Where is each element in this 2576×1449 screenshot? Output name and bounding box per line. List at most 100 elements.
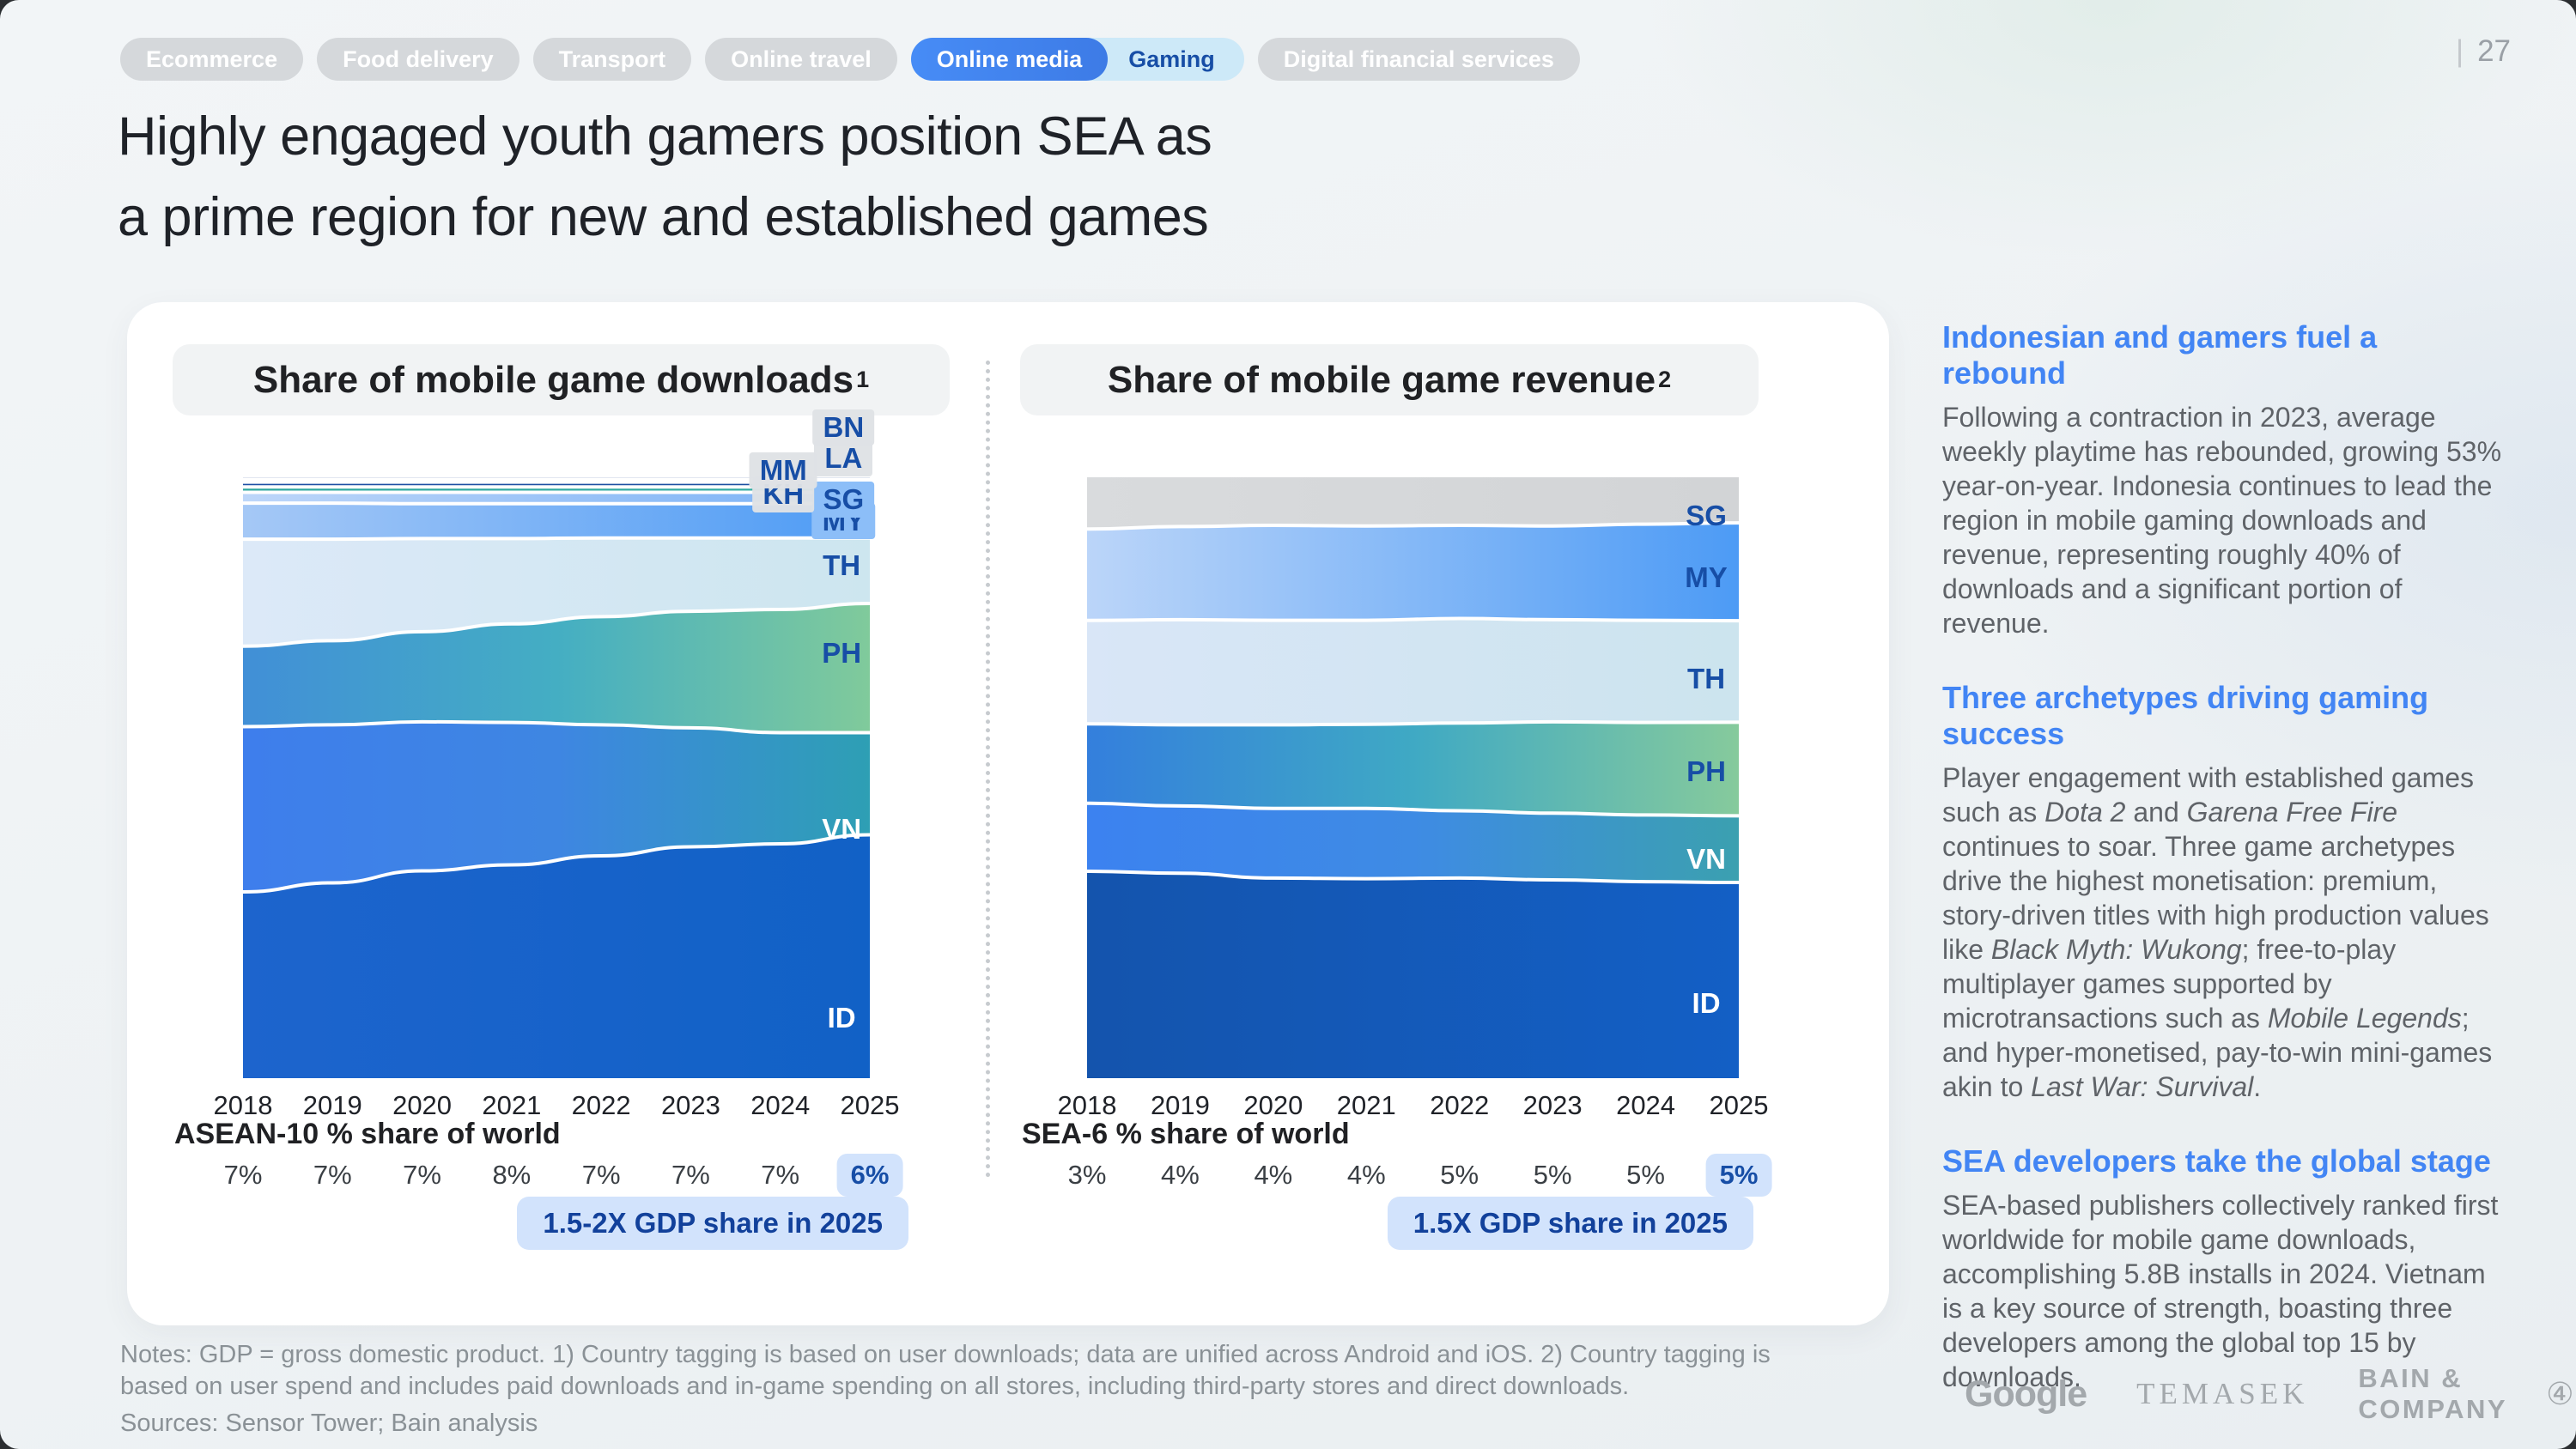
share-value-2022: 5% [1440,1160,1479,1190]
page-number-divider: | [2455,34,2464,68]
bain-circle-mark-icon: ④ [2546,1376,2576,1411]
series-label-MY: MY [1685,561,1728,593]
series-label-TH: TH [1687,663,1726,694]
revenue-series-labels: ID VN PH TH MY SG [1087,477,1739,1078]
slide-title-line2: a prime region for new and established g… [118,187,1209,247]
insight-heading: SEA developers take the global stage [1942,1143,2491,1179]
insight-heading: Indonesian and gamers fuel a rebound [1942,319,2378,391]
share-value-2023: 5% [1533,1160,1572,1190]
revenue-area-chart [1087,477,1739,1078]
series-label-MM: MM [749,452,817,488]
downloads-plot: ID VN PH TH MY SG KH MM LA BN [243,409,876,1078]
downloads-series-labels: ID VN PH TH MY SG KH MM LA BN [243,409,876,1078]
share-value-2019: 7% [313,1160,352,1190]
x-tick-2019: 2019 [302,1090,362,1120]
series-label-VN: VN [1686,843,1726,875]
series-label-VN: VN [822,813,862,845]
share-value-2018: 3% [1067,1160,1107,1190]
nav-pill-gaming[interactable]: Gaming [1128,45,1215,72]
x-tick-2021: 2021 [482,1090,542,1120]
x-tick-2019: 2019 [1150,1090,1210,1120]
x-tick-2023: 2023 [660,1090,720,1120]
downloads-x-axis: 2018 2019 2020 2021 2022 2023 2024 2025 [214,1090,900,1128]
share-value-2020: 4% [1254,1160,1293,1190]
series-label-SG: SG [812,482,875,518]
share-value-2023: 7% [671,1160,710,1190]
revenue-chart-title-footnote: 2 [1658,367,1672,392]
google-logo: Google [1965,1373,2087,1415]
insight-heading: Three archetypes driving gaming success [1942,680,2429,751]
share-value-2020: 7% [403,1160,441,1190]
slide-title-line1: Highly engaged youth gamers position SEA… [118,106,1212,167]
downloads-share-values: 7% 7% 7% 8% 7% 7% 7% 6% [224,1154,903,1197]
x-tick-2023: 2023 [1522,1090,1583,1120]
revenue-x-axis: 2018 2019 2020 2021 2022 2023 2024 2025 [1058,1090,1769,1128]
x-tick-2024: 2024 [1616,1090,1676,1120]
insight-body: Player engagement with established games… [1942,762,2493,1102]
x-tick-2025: 2025 [840,1090,900,1120]
insights-sidebar: Indonesian and gamers fuel a rebound Fol… [1942,319,2502,1394]
nav-pill-group-online-media: Online media Gaming [910,38,1244,81]
nav-pill-online-travel[interactable]: Online travel [705,38,897,81]
share-value-2024: 7% [761,1160,800,1190]
share-value-2025: 5% [1705,1154,1772,1197]
x-tick-2018: 2018 [1057,1090,1117,1120]
series-label-PH: PH [1686,755,1726,787]
share-value-2018: 7% [223,1160,263,1190]
page-number: | 27 [2455,34,2511,68]
series-label-BN: BN [812,409,875,446]
x-tick-2025: 2025 [1709,1090,1769,1120]
nav-pill-transport[interactable]: Transport [532,38,692,81]
revenue-gdp-badge: 1.5X GDP share in 2025 [1387,1197,1753,1250]
nav-pill-ecommerce[interactable]: Ecommerce [120,38,304,81]
revenue-chart-title-text: Share of mobile game revenue [1107,358,1656,401]
insight-section-rebound: Indonesian and gamers fuel a rebound Fol… [1942,319,2502,640]
insight-body: Following a contraction in 2023, average… [1942,402,2502,639]
share-value-2024: 5% [1626,1160,1665,1190]
nav-pill-food-delivery[interactable]: Food delivery [317,38,519,81]
revenue-plot: ID VN PH TH MY SG [1087,477,1739,1078]
downloads-chart-title-footnote: 1 [856,367,870,392]
downloads-share-label: ASEAN-10 % share of world [174,1118,561,1150]
insight-body: SEA-based publishers collectively ranked… [1942,1190,2499,1392]
series-label-PH: PH [822,637,862,669]
revenue-chart-title: Share of mobile game revenue 2 [1020,344,1759,415]
share-value-2022: 7% [581,1160,621,1190]
share-value-2021: 4% [1346,1160,1386,1190]
downloads-area-chart [243,477,870,1078]
downloads-gdp-badge: 1.5-2X GDP share in 2025 [517,1197,908,1250]
insight-section-developers: SEA developers take the global stage SEA… [1942,1143,2502,1394]
series-label-LA: LA [814,440,873,476]
x-tick-2020: 2020 [392,1090,453,1120]
temasek-logo: TEMASEK [2136,1377,2309,1410]
x-tick-2022: 2022 [571,1090,631,1120]
sources: Sources: Sensor Tower; Bain analysis [120,1410,538,1437]
brand-logos: Google TEMASEK BAIN & COMPANY ④ [1965,1363,2576,1425]
share-value-2025: 6% [836,1154,903,1197]
nav-pill-digital-financial-services[interactable]: Digital financial services [1257,38,1580,81]
revenue-share-label: SEA-6 % share of world [1022,1118,1350,1150]
share-value-2019: 4% [1161,1160,1200,1190]
charts-card: Share of mobile game downloads 1 ID VN PH TH… [127,302,1889,1325]
footnotes: Notes: GDP = gross domestic product. 1) … [120,1341,1771,1400]
share-value-2021: 8% [492,1160,532,1190]
x-tick-2021: 2021 [1336,1090,1396,1120]
downloads-chart-title: Share of mobile game downloads 1 [173,344,950,415]
x-tick-2018: 2018 [213,1090,273,1120]
revenue-share-values: 3% 4% 4% 4% 5% 5% 5% 5% [1068,1154,1772,1197]
slide-title: Highly engaged youth gamers position SEA… [118,96,1212,258]
series-label-ID: ID [827,1002,856,1034]
chart-divider [986,361,990,1178]
series-label-TH: TH [823,549,861,581]
insight-section-archetypes: Three archetypes driving gaming success … [1942,680,2502,1104]
nav-pill-online-media[interactable]: Online media [910,38,1109,81]
x-tick-2024: 2024 [750,1090,811,1120]
downloads-chart-title-text: Share of mobile game downloads [252,358,854,401]
series-label-SG: SG [1686,500,1727,531]
sector-nav: Ecommerce Food delivery Transport Online… [120,38,1580,81]
x-tick-2022: 2022 [1430,1090,1490,1120]
series-label-ID: ID [1692,987,1721,1019]
bain-logo: BAIN & COMPANY ④ [2358,1363,2576,1425]
bain-wordmark: BAIN & COMPANY [2358,1363,2508,1424]
